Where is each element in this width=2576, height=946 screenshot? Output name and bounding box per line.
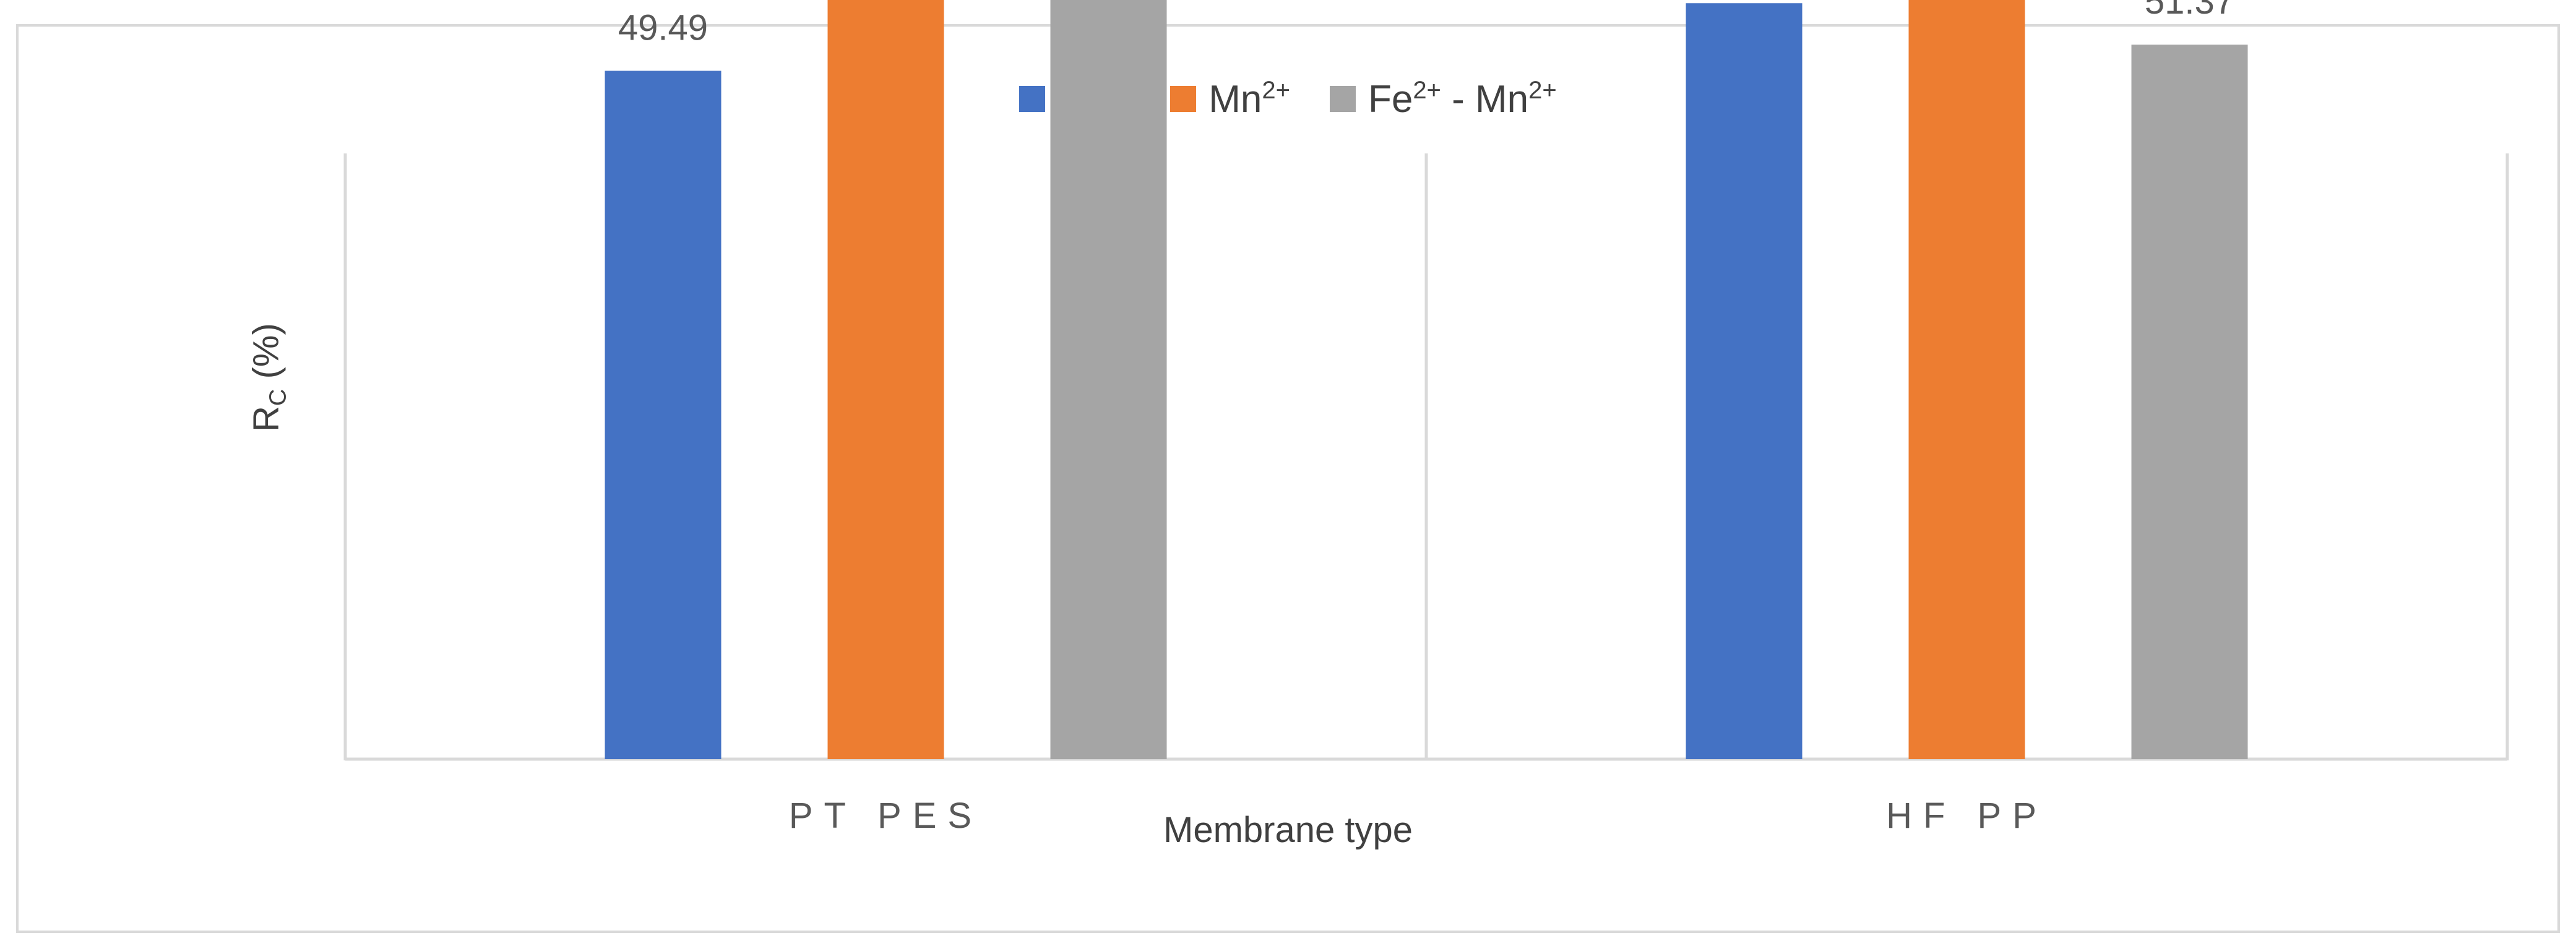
bar-1-1 <box>1908 0 2025 759</box>
legend-swatch-fe <box>1019 86 1046 112</box>
bar-0-2 <box>1050 0 1167 760</box>
legend-item-mn: Mn2+ <box>1170 77 1290 121</box>
bar-1-2 <box>2131 45 2248 760</box>
category-label-1: HF PP <box>1886 796 2048 836</box>
category-label-0: PT PES <box>789 796 983 836</box>
legend-item-fe-mn: Fe2+ - Mn2+ <box>1329 76 1557 121</box>
legend-label-fe-mn: Fe2+ - Mn2+ <box>1368 76 1557 121</box>
legend-swatch-mn <box>1170 86 1197 112</box>
bar-1-0 <box>1686 3 1803 759</box>
bar-0-0 <box>605 71 722 759</box>
bar-0-1 <box>827 0 944 760</box>
legend-swatch-fe-mn <box>1329 86 1356 112</box>
data-label-0-0: 49.49 <box>618 7 708 48</box>
legend-label-mn: Mn2+ <box>1208 76 1290 121</box>
data-label-1-2: 51.37 <box>2145 0 2234 22</box>
x-axis-title: Membrane type <box>1163 810 1413 850</box>
